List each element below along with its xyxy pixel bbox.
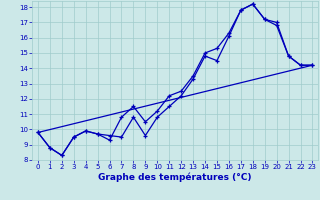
X-axis label: Graphe des températures (°C): Graphe des températures (°C) — [99, 173, 252, 182]
